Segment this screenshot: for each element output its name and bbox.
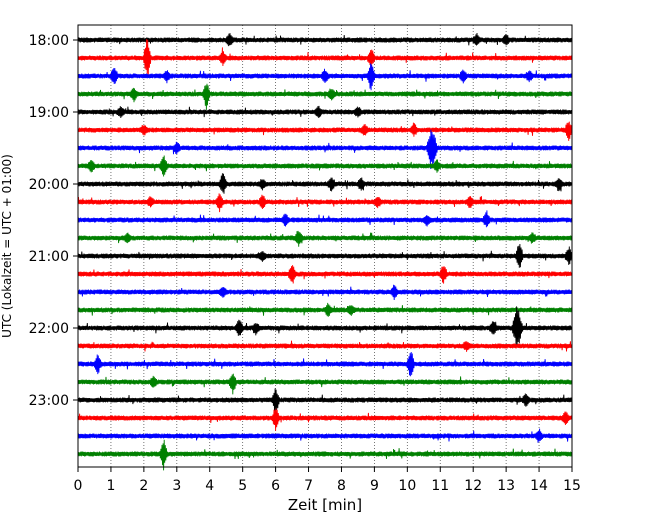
x-tick-label: 3	[172, 478, 181, 494]
trace-line	[77, 173, 573, 194]
trace-line	[77, 439, 573, 471]
trace-line	[77, 121, 573, 141]
x-axis-label: Zeit [min]	[288, 496, 362, 514]
trace-line	[77, 243, 573, 268]
trace-line	[77, 408, 573, 431]
x-tick-label: 15	[563, 478, 581, 494]
y-tick-label: 22:00	[29, 321, 69, 337]
trace-line	[77, 373, 573, 395]
trace-line	[77, 302, 573, 317]
y-axis-ticks: 18:00 19:00 20:00 21:00 22:00 23:00	[29, 33, 78, 409]
x-tick-label: 6	[271, 478, 280, 494]
trace-line	[77, 32, 573, 47]
trace-line	[77, 428, 573, 443]
y-tick-label: 20:00	[29, 177, 69, 193]
x-tick-label: 9	[370, 478, 379, 494]
y-tick-label: 19:00	[29, 105, 69, 121]
trace-line	[77, 105, 573, 119]
x-tick-label: 10	[398, 478, 416, 494]
x-tick-label: 4	[205, 478, 214, 494]
x-tick-label: 2	[139, 478, 148, 494]
x-tick-label: 13	[497, 478, 515, 494]
y-tick-label: 23:00	[29, 393, 69, 409]
x-tick-label: 7	[304, 478, 313, 494]
trace-line	[77, 388, 573, 412]
trace-line	[77, 340, 573, 352]
trace-line	[77, 265, 573, 284]
trace-line	[77, 129, 573, 169]
seismic-traces	[77, 32, 573, 471]
trace-line	[77, 230, 573, 247]
trace-line	[77, 306, 573, 348]
x-tick-label: 12	[464, 478, 482, 494]
y-tick-label: 21:00	[29, 249, 69, 265]
trace-line	[77, 63, 573, 91]
x-tick-label: 5	[238, 478, 247, 494]
x-tick-label: 11	[431, 478, 449, 494]
x-tick-label: 0	[74, 478, 83, 494]
trace-line	[77, 284, 573, 301]
x-tick-label: 1	[106, 478, 115, 494]
x-axis-ticks: 0 1 2 3 4 5 6 7 8 9 10 11 12 13 14 15	[74, 467, 581, 494]
trace-line	[77, 351, 573, 377]
plot-frame	[77, 24, 573, 468]
trace-line	[77, 155, 573, 177]
trace-line	[77, 193, 573, 213]
trace-line	[77, 210, 573, 228]
y-axis-label: UTC (Lokalzeit = UTC + 01:00)	[0, 154, 14, 338]
trace-line	[77, 83, 573, 110]
y-tick-label: 18:00	[29, 33, 69, 49]
x-tick-label: 14	[530, 478, 548, 494]
trace-line	[77, 39, 573, 76]
x-tick-label: 8	[337, 478, 346, 494]
